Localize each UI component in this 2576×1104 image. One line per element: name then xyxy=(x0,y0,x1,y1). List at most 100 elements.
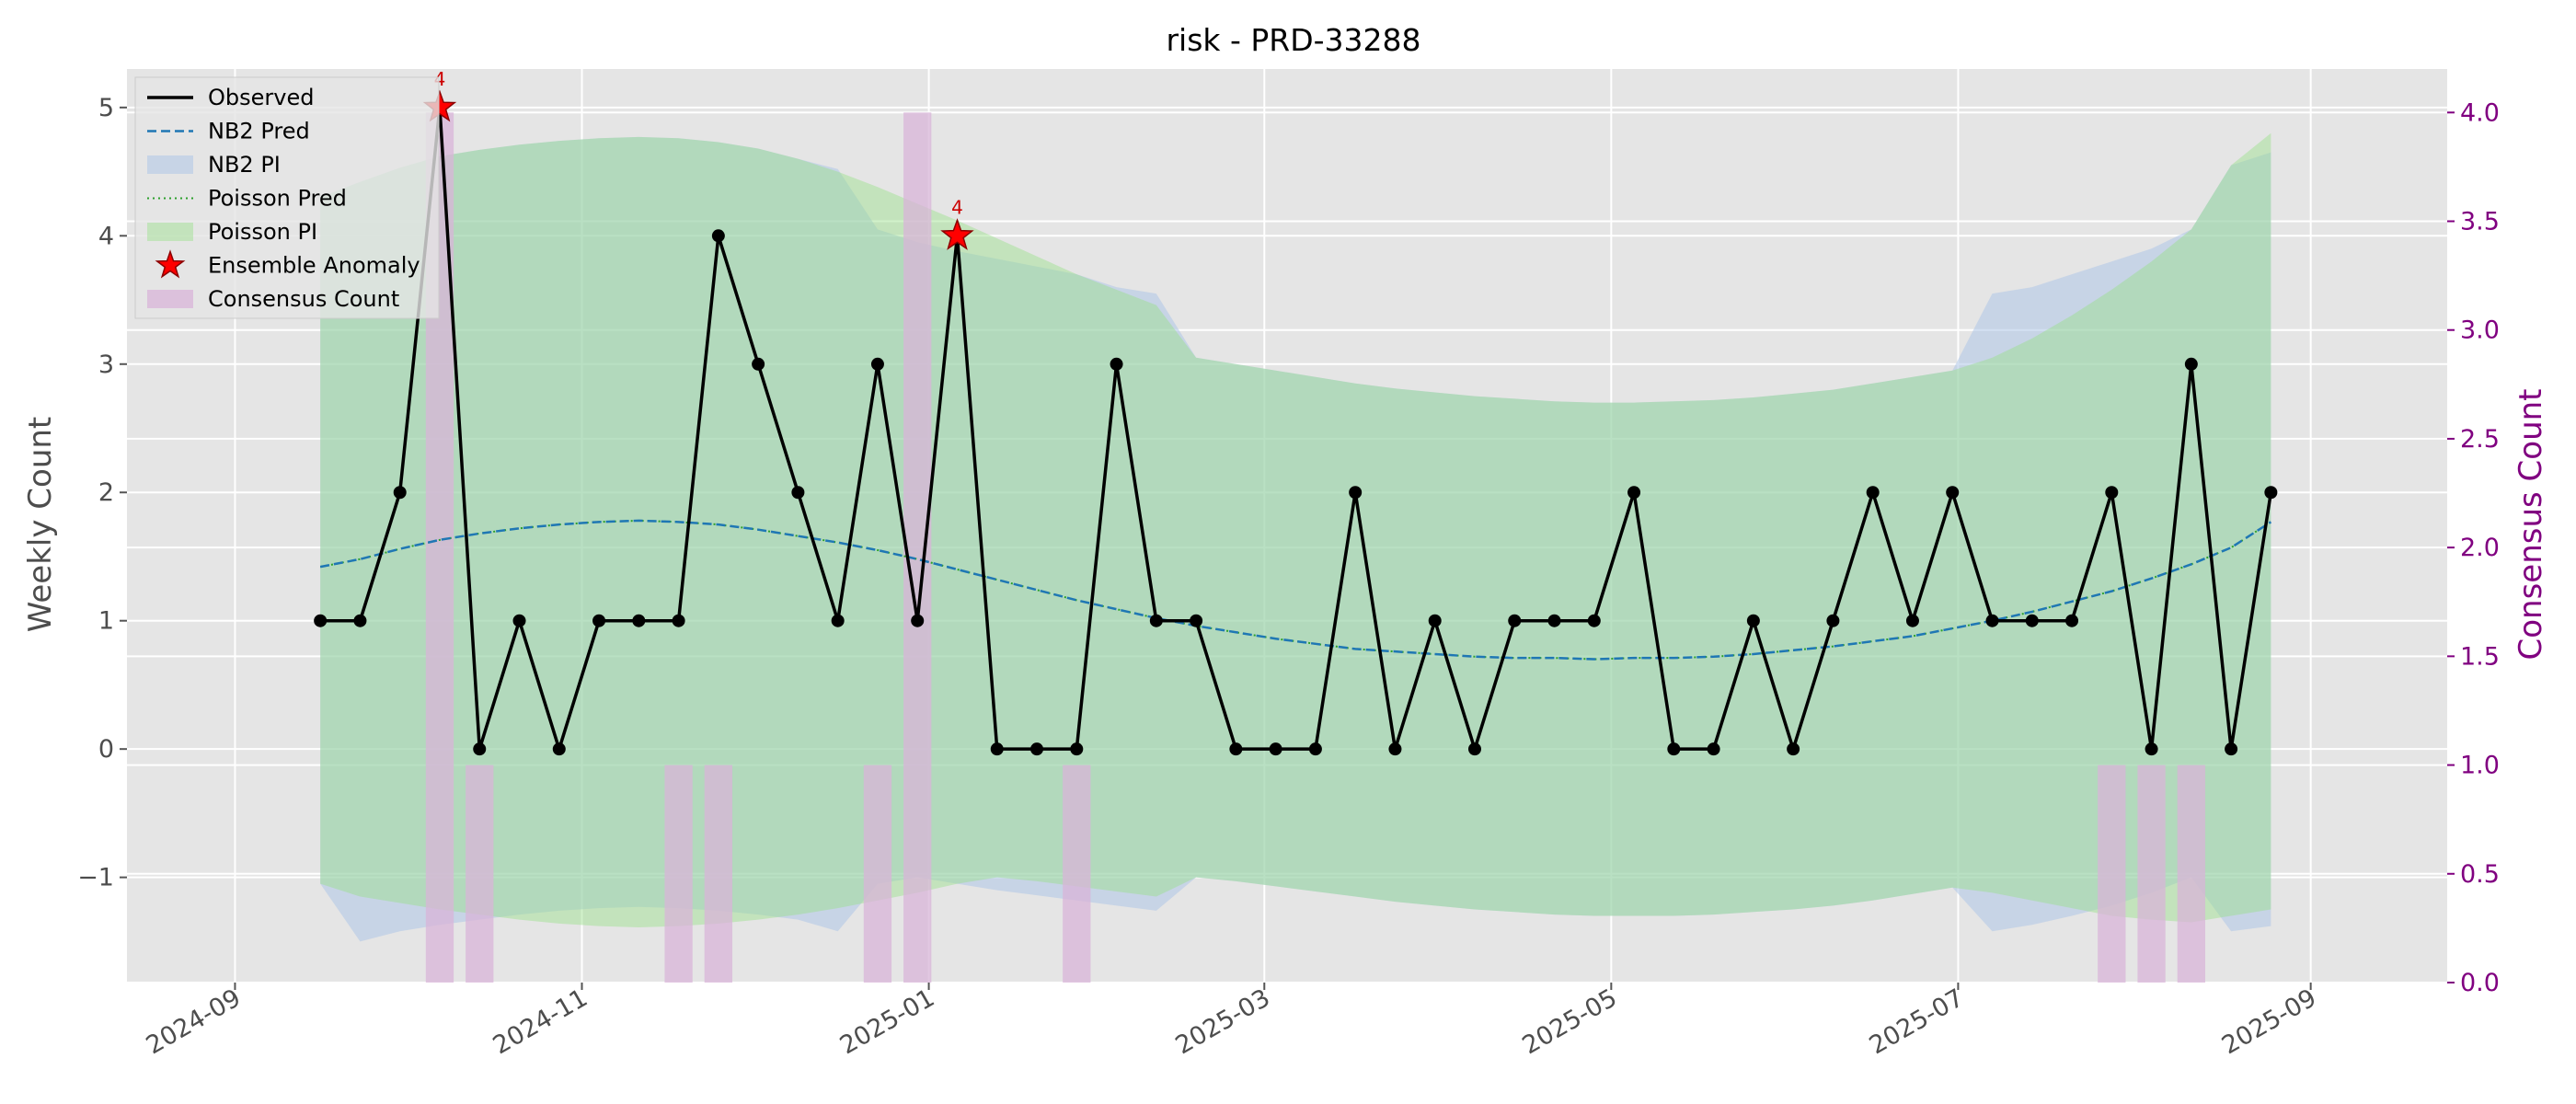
observed-point xyxy=(2025,614,2039,627)
observed-point xyxy=(1070,742,1084,756)
legend-label: Poisson Pred xyxy=(208,186,347,212)
y2-tick-label: 4.0 xyxy=(2460,98,2500,127)
observed-point xyxy=(353,614,367,627)
x-tick-label: 2024-09 xyxy=(142,983,246,1060)
observed-point xyxy=(314,614,328,627)
y-tick-label: 4 xyxy=(98,222,114,250)
observed-line xyxy=(320,107,2273,755)
x-tick-label: 2025-05 xyxy=(1518,983,1622,1060)
observed-point xyxy=(1627,486,1641,500)
consensus-bar xyxy=(2098,765,2126,983)
x-tick-label: 2025-09 xyxy=(2217,983,2321,1060)
y-axis-ticks: −1 0 1 2 3 4 5 xyxy=(77,94,127,892)
observed-point xyxy=(1190,614,1203,627)
legend-label: Ensemble Anomaly xyxy=(208,253,420,279)
observed-point xyxy=(1269,742,1282,756)
legend-label: NB2 PI xyxy=(208,152,281,178)
observed-point xyxy=(632,614,646,627)
y2-tick-label: 0.5 xyxy=(2460,860,2500,889)
observed-point xyxy=(592,614,606,627)
y2-axis-ticks: 0.0 0.5 1.0 1.5 2.0 2.5 3.0 3.5 4.0 xyxy=(2447,98,2500,997)
observed-point xyxy=(2145,742,2158,756)
observed-point xyxy=(552,742,566,756)
observed-point xyxy=(1229,742,1243,756)
consensus-bar xyxy=(704,765,733,983)
consensus-bar xyxy=(466,765,494,983)
observed-point xyxy=(791,486,805,500)
legend-handle-anomaly xyxy=(155,249,186,279)
legend-label: Consensus Count xyxy=(208,286,399,312)
observed-point xyxy=(1746,614,1760,627)
observed-point xyxy=(1587,614,1601,627)
legend-handle-consensus xyxy=(147,290,193,308)
observed-point xyxy=(1508,614,1522,627)
observed-point xyxy=(1030,742,1044,756)
x-tick-label: 2024-11 xyxy=(489,983,592,1060)
observed-point xyxy=(2105,486,2119,500)
y2-tick-label: 0.0 xyxy=(2460,969,2500,997)
observed-point xyxy=(2184,357,2198,371)
anomaly-star xyxy=(940,218,974,250)
observed-point xyxy=(911,614,925,627)
anomaly-label: 4 xyxy=(951,196,963,218)
legend-label: Observed xyxy=(208,85,314,110)
observed-point xyxy=(870,357,884,371)
nb2-pred-line xyxy=(319,519,2272,661)
y2-axis-label: Consensus Count xyxy=(2513,388,2549,660)
prediction-bands xyxy=(320,132,2271,942)
observed-point xyxy=(990,742,1004,756)
y2-tick-label: 3.0 xyxy=(2460,316,2500,345)
observed-point xyxy=(1946,486,1960,500)
observed-point xyxy=(1428,614,1442,627)
observed-point xyxy=(1667,742,1681,756)
observed-point xyxy=(1905,614,1919,627)
y2-tick-label: 1.5 xyxy=(2460,642,2500,671)
y-tick-label: 0 xyxy=(98,735,114,764)
observed-point xyxy=(672,614,685,627)
x-axis-ticks: 2024-09 2024-11 2025-01 2025-03 2025-05 2025-… xyxy=(142,983,2321,1060)
legend-handle-poisson-pi xyxy=(147,223,193,241)
y-tick-label: 3 xyxy=(98,351,114,379)
observed-point xyxy=(1388,742,1402,756)
x-tick-label: 2025-03 xyxy=(1171,983,1275,1060)
observed-point xyxy=(1110,357,1123,371)
legend-label: NB2 Pred xyxy=(208,119,310,144)
observed-point xyxy=(1308,742,1322,756)
observed-point xyxy=(1707,742,1720,756)
observed-point xyxy=(752,357,765,371)
observed-point xyxy=(393,486,407,500)
y-tick-label: 2 xyxy=(98,478,114,507)
consensus-bar xyxy=(2137,765,2166,983)
y2-tick-label: 1.0 xyxy=(2460,752,2500,780)
y-tick-label: 5 xyxy=(98,94,114,122)
consensus-bar xyxy=(863,765,892,983)
observed-point xyxy=(1787,742,1800,756)
observed-point xyxy=(2225,742,2238,756)
consensus-bar xyxy=(2177,765,2205,983)
observed-points xyxy=(314,100,2278,756)
y2-tick-label: 2.5 xyxy=(2460,425,2500,454)
observed-point xyxy=(512,614,526,627)
observed-point xyxy=(1467,742,1481,756)
observed-point xyxy=(1866,486,1880,500)
observed-point xyxy=(473,742,487,756)
observed-point xyxy=(1985,614,1999,627)
observed-point xyxy=(2264,486,2278,500)
y-axis-label: Weekly Count xyxy=(22,417,59,633)
consensus-bar xyxy=(1063,765,1091,983)
legend-label: Poisson PI xyxy=(208,219,317,245)
nb2-pi-band xyxy=(320,136,2271,942)
observed-point xyxy=(2065,614,2079,627)
observed-point xyxy=(1149,614,1163,627)
y-tick-label: −1 xyxy=(77,864,114,892)
legend-handle-nb2-pi xyxy=(147,155,193,174)
observed-point xyxy=(831,614,845,627)
x-tick-label: 2025-01 xyxy=(835,983,939,1060)
observed-point xyxy=(1826,614,1840,627)
observed-point xyxy=(1547,614,1561,627)
observed-point xyxy=(1349,486,1363,500)
y2-tick-label: 2.0 xyxy=(2460,534,2500,562)
x-tick-label: 2025-07 xyxy=(1865,983,1969,1060)
legend: Observed NB2 Pred NB2 PI Poisson Pred Poisso… xyxy=(134,76,440,319)
